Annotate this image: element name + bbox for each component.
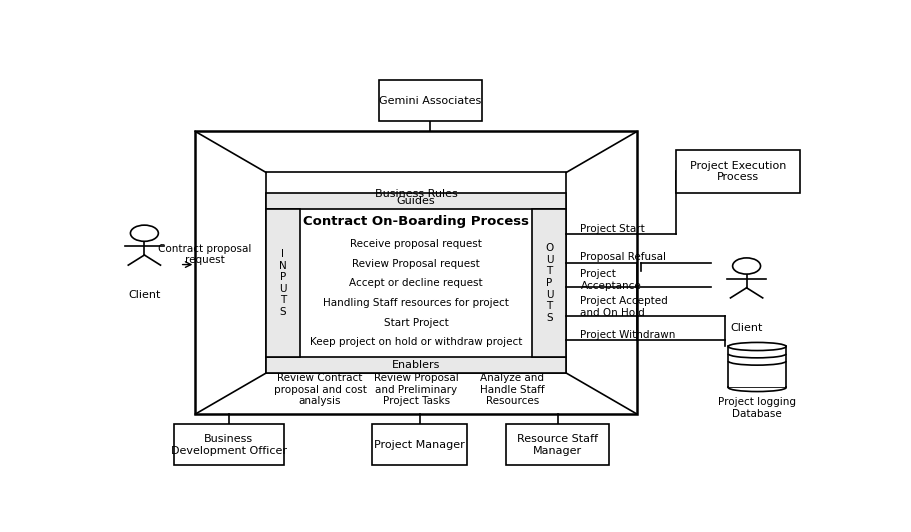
Text: Project
Acceptance: Project Acceptance xyxy=(580,269,640,290)
Text: Start Project: Start Project xyxy=(384,318,448,328)
Text: Project logging
Database: Project logging Database xyxy=(717,397,795,419)
Bar xyxy=(266,209,300,357)
Bar xyxy=(379,80,481,121)
Text: Resource Staff
Manager: Resource Staff Manager xyxy=(517,434,598,455)
Bar xyxy=(372,425,467,466)
Text: Project Execution
Process: Project Execution Process xyxy=(689,161,785,182)
Bar xyxy=(174,425,283,466)
Circle shape xyxy=(130,225,159,242)
Bar xyxy=(266,172,566,373)
Text: Project Withdrawn: Project Withdrawn xyxy=(580,330,675,340)
Text: Business Rules: Business Rules xyxy=(374,189,457,198)
Text: Project Accepted
and On Hold: Project Accepted and On Hold xyxy=(580,296,668,318)
Bar xyxy=(506,425,609,466)
Text: Review Proposal
and Preliminary
Project Tasks: Review Proposal and Preliminary Project … xyxy=(374,373,458,406)
Bar xyxy=(675,150,799,193)
Text: Client: Client xyxy=(128,290,160,300)
Text: Guides: Guides xyxy=(396,196,435,206)
Text: Project Manager: Project Manager xyxy=(374,440,465,450)
Text: Proposal Refusal: Proposal Refusal xyxy=(580,252,666,262)
Text: Contract On-Boarding Process: Contract On-Boarding Process xyxy=(302,215,528,228)
Bar xyxy=(195,131,636,414)
Ellipse shape xyxy=(727,343,785,351)
Text: Contract proposal
request: Contract proposal request xyxy=(158,244,251,265)
Text: I
N
P
U
T
S: I N P U T S xyxy=(279,249,286,317)
Text: Review Proposal request: Review Proposal request xyxy=(352,259,479,269)
Text: O
U
T
P
U
T
S: O U T P U T S xyxy=(545,243,553,323)
Text: Enablers: Enablers xyxy=(392,360,440,370)
Text: Project Start: Project Start xyxy=(580,223,644,234)
Text: Keep project on hold or withdraw project: Keep project on hold or withdraw project xyxy=(310,337,522,347)
Bar xyxy=(728,346,784,387)
Text: Analyze and
Handle Staff
Resources: Analyze and Handle Staff Resources xyxy=(479,373,544,406)
Text: Handling Staff resources for project: Handling Staff resources for project xyxy=(322,298,508,308)
Bar xyxy=(266,357,566,373)
Text: Business
Development Officer: Business Development Officer xyxy=(170,434,287,455)
Bar xyxy=(266,193,566,209)
Text: Gemini Associates: Gemini Associates xyxy=(379,96,481,106)
Text: Accept or decline request: Accept or decline request xyxy=(349,278,483,288)
Bar xyxy=(532,209,566,357)
Circle shape xyxy=(732,258,760,274)
Text: Review Contract
proposal and cost
analysis: Review Contract proposal and cost analys… xyxy=(273,373,366,406)
Text: Client: Client xyxy=(730,323,762,333)
Text: Receive proposal request: Receive proposal request xyxy=(350,239,482,249)
